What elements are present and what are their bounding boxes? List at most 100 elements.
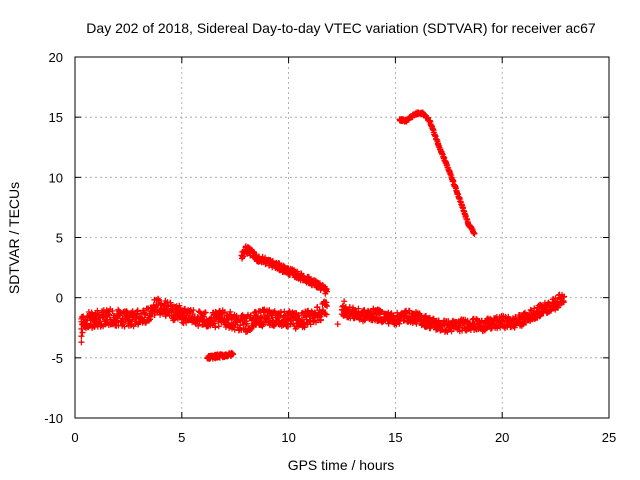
data-point bbox=[264, 313, 271, 320]
data-point bbox=[153, 303, 160, 310]
data-point bbox=[381, 313, 388, 320]
data-point bbox=[242, 321, 249, 328]
y-tick-label: 0 bbox=[56, 291, 63, 306]
data-point bbox=[274, 263, 281, 270]
grid bbox=[75, 57, 609, 418]
data-point bbox=[531, 310, 538, 317]
data-point bbox=[264, 258, 271, 265]
data-point bbox=[114, 315, 121, 322]
data-point bbox=[561, 293, 568, 300]
data-point bbox=[285, 268, 292, 275]
data-point bbox=[170, 309, 177, 316]
data-point bbox=[488, 321, 495, 328]
data-point bbox=[247, 248, 254, 255]
series-track-12-23 bbox=[339, 291, 568, 335]
axis-ticks: 0 5 10 15 20 25 -10 -5 0 5 10 15 20 bbox=[44, 50, 616, 445]
data-point bbox=[78, 339, 85, 346]
data-point bbox=[79, 329, 86, 336]
data-point bbox=[371, 311, 378, 318]
data-point bbox=[210, 317, 217, 324]
x-tick-label: 25 bbox=[602, 430, 616, 445]
data-point bbox=[409, 112, 416, 119]
series-track-6-7 bbox=[204, 349, 237, 362]
data-point bbox=[210, 353, 217, 360]
data-point bbox=[136, 313, 143, 320]
data-point bbox=[456, 195, 463, 202]
data-point bbox=[253, 254, 260, 261]
data-point bbox=[221, 315, 228, 322]
y-tick-label: 10 bbox=[49, 170, 63, 185]
x-tick-label: 10 bbox=[281, 430, 295, 445]
x-tick-label: 15 bbox=[388, 430, 402, 445]
data-point bbox=[324, 303, 331, 310]
data-point bbox=[420, 110, 427, 117]
data-point bbox=[189, 313, 196, 320]
data-point bbox=[396, 116, 403, 123]
data-point bbox=[349, 310, 356, 317]
data-point bbox=[426, 117, 433, 124]
y-tick-label: 15 bbox=[49, 110, 63, 125]
data-point bbox=[200, 316, 207, 323]
data-point bbox=[435, 140, 442, 147]
data-point bbox=[360, 312, 367, 319]
series-track-main bbox=[78, 295, 331, 335]
data-point bbox=[477, 322, 484, 329]
y-tick-label: 20 bbox=[49, 50, 63, 65]
data-point bbox=[413, 315, 420, 322]
data-point bbox=[296, 318, 303, 325]
y-tick-label: 5 bbox=[56, 231, 63, 246]
data-point bbox=[324, 288, 331, 295]
series-track-15-19 bbox=[396, 109, 478, 237]
data-point bbox=[178, 311, 185, 318]
data-point bbox=[465, 220, 472, 227]
y-axis-label: SDTVAR / TECUs bbox=[6, 182, 22, 294]
data-point bbox=[242, 246, 249, 253]
series-outliers bbox=[78, 298, 348, 346]
data-point bbox=[520, 316, 527, 323]
y-tick-label: -5 bbox=[51, 351, 63, 366]
data-point bbox=[445, 323, 452, 330]
data-point bbox=[471, 230, 478, 237]
data-points bbox=[78, 109, 568, 362]
data-point bbox=[78, 333, 85, 340]
data-point bbox=[78, 325, 85, 332]
x-tick-label: 5 bbox=[178, 430, 185, 445]
data-point bbox=[204, 354, 211, 361]
data-point bbox=[509, 319, 516, 326]
data-point bbox=[285, 316, 292, 323]
data-point bbox=[403, 312, 410, 319]
data-point bbox=[341, 298, 348, 305]
data-point bbox=[413, 110, 420, 117]
data-marks bbox=[78, 295, 330, 335]
data-point bbox=[146, 310, 153, 317]
data-point bbox=[306, 277, 313, 284]
x-tick-label: 20 bbox=[495, 430, 509, 445]
data-point bbox=[499, 318, 506, 325]
data-point bbox=[238, 252, 245, 259]
plot-frame bbox=[74, 56, 610, 419]
data-point bbox=[317, 283, 324, 290]
data-point bbox=[253, 316, 260, 323]
data-point bbox=[541, 305, 548, 312]
data-point bbox=[392, 316, 399, 323]
data-point bbox=[221, 352, 228, 359]
data-point bbox=[445, 167, 452, 174]
data-point bbox=[435, 322, 442, 329]
data-point bbox=[467, 321, 474, 328]
data-point bbox=[82, 317, 89, 324]
data-point bbox=[317, 309, 324, 316]
data-point bbox=[93, 316, 100, 323]
x-axis-label: GPS time / hours bbox=[288, 457, 395, 473]
data-point bbox=[230, 351, 237, 358]
data-point bbox=[161, 305, 168, 312]
chart-title: Day 202 of 2018, Sidereal Day-to-day VTE… bbox=[86, 20, 596, 36]
x-tick-label: 0 bbox=[71, 430, 78, 445]
data-point bbox=[306, 313, 313, 320]
y-tick-label: -10 bbox=[44, 411, 63, 426]
series-track-8-12 bbox=[238, 243, 331, 297]
data-marks bbox=[204, 349, 236, 362]
data-point bbox=[125, 316, 132, 323]
data-point bbox=[424, 318, 431, 325]
data-point bbox=[78, 318, 85, 325]
